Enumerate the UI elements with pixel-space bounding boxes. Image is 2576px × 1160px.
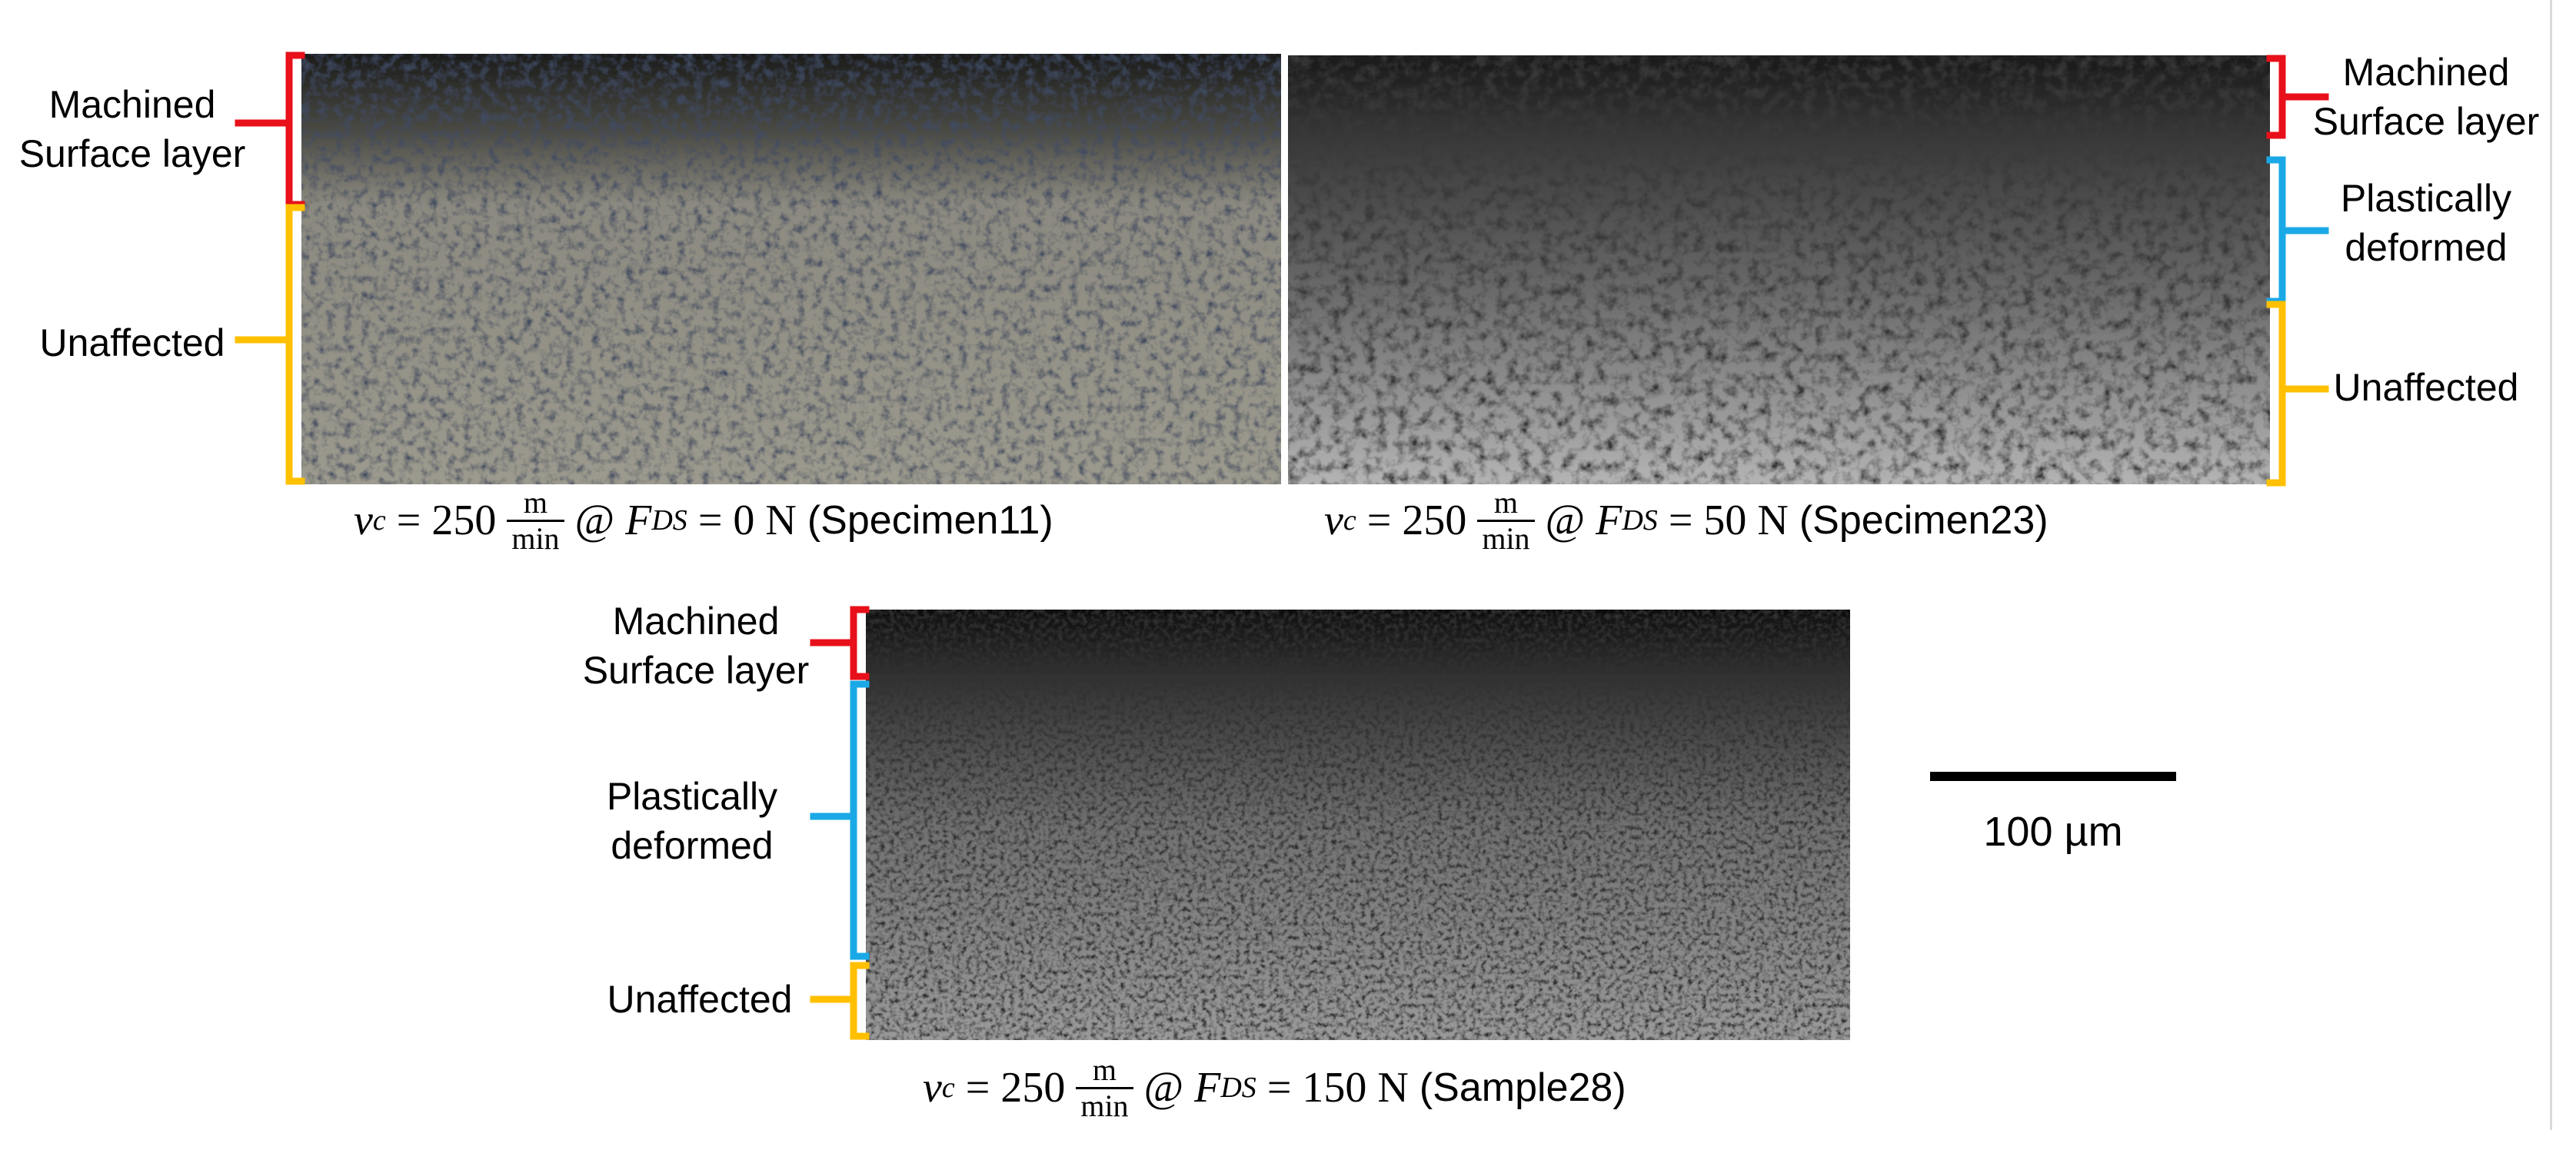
bracket-plastic-sample28 <box>810 680 870 960</box>
label-plastic-specimen23: Plastically deformed <box>2340 177 2512 269</box>
micrograph-specimen11 <box>301 54 1281 484</box>
scale-bar-label: 100 µm <box>1983 809 2123 855</box>
label-machined-specimen23: Machined Surface layer <box>2312 51 2540 143</box>
label-plastic-sample28: Plastically deformed <box>606 775 778 867</box>
bracket-unaffected-specimen11 <box>235 204 305 485</box>
fraction-units: m min <box>1076 1052 1133 1123</box>
bracket-unaffected-sample28 <box>810 962 870 1040</box>
micrograph-sample28 <box>866 610 1850 1040</box>
fraction-units: m min <box>507 485 564 556</box>
page-edge-divider <box>2550 0 2552 1130</box>
label-unaffected-specimen11: Unaffected <box>39 321 225 364</box>
label-unaffected-specimen23: Unaffected <box>2333 366 2519 409</box>
scale-bar <box>1930 772 2176 781</box>
label-machined-specimen11: Machined Surface layer <box>18 83 246 175</box>
bracket-machined-specimen11 <box>235 52 305 208</box>
fraction-units: m min <box>1477 485 1535 556</box>
label-machined-sample28: Machined Surface layer <box>582 600 810 692</box>
label-unaffected-sample28: Unaffected <box>607 978 793 1021</box>
micrograph-specimen23 <box>1288 55 2270 484</box>
